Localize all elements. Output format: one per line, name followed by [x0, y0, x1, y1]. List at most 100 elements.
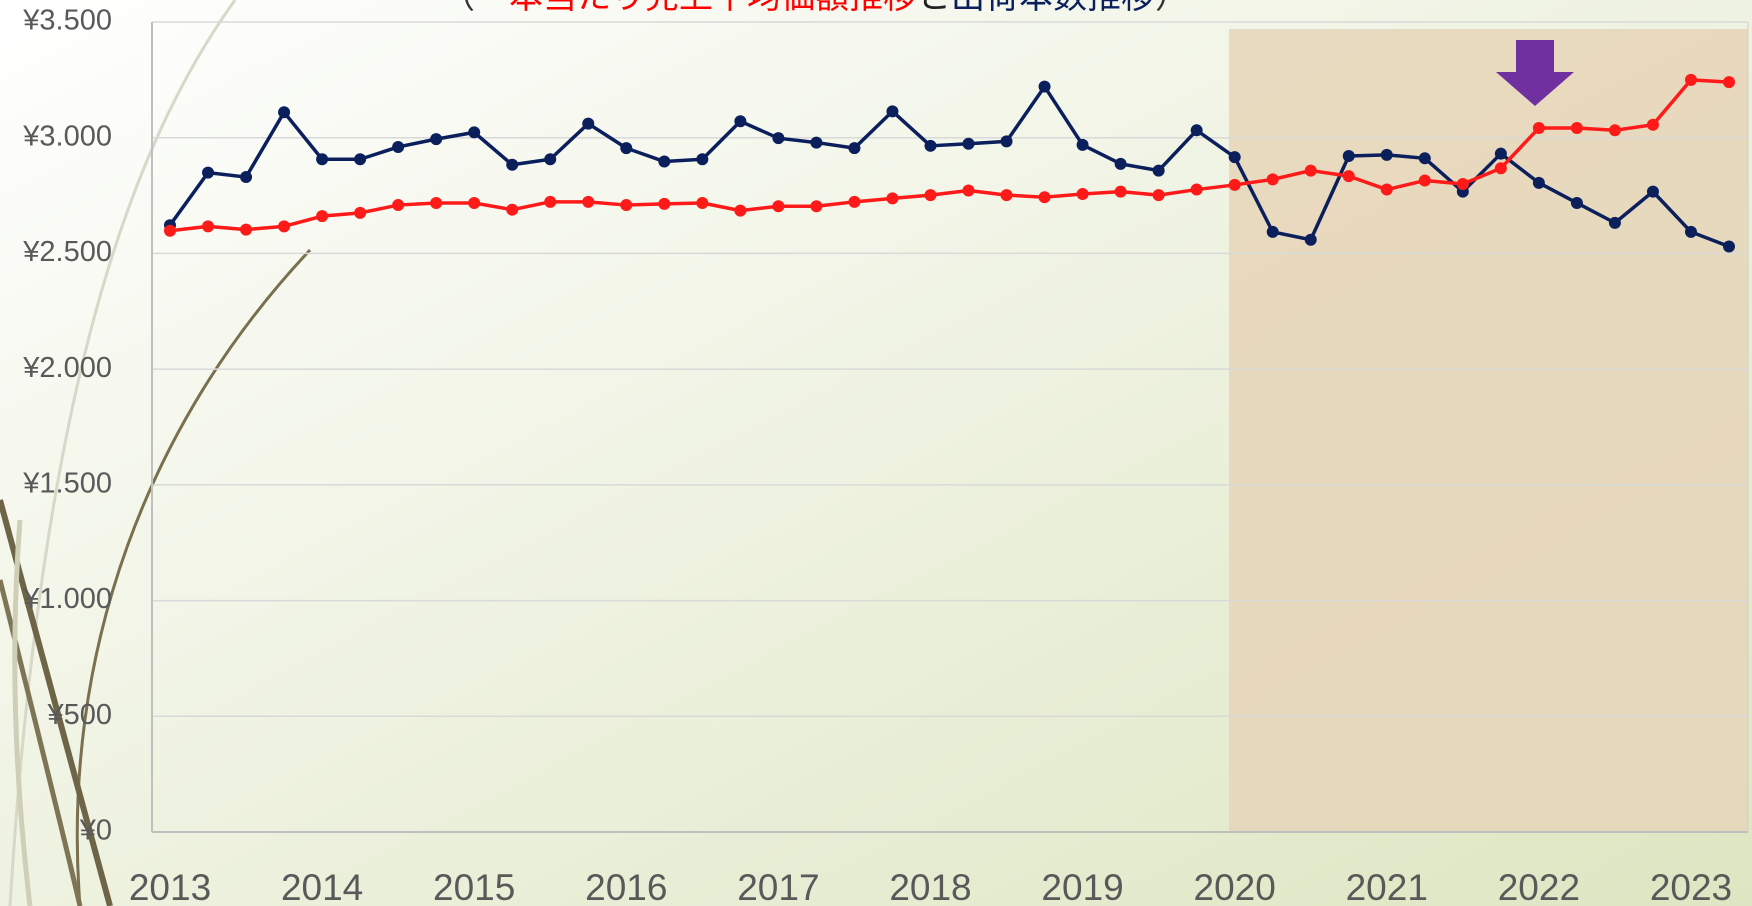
data-point: [1267, 226, 1279, 238]
data-point: [696, 197, 708, 209]
x-tick-label: 2021: [1346, 867, 1428, 906]
data-point: [924, 140, 936, 152]
title-part: と: [917, 0, 951, 16]
data-point: [848, 196, 860, 208]
data-point: [963, 184, 975, 196]
data-point: [772, 132, 784, 144]
data-point: [1381, 184, 1393, 196]
data-point: [886, 105, 898, 117]
data-point: [164, 225, 176, 237]
data-point: [1077, 188, 1089, 200]
data-point: [1039, 191, 1051, 203]
x-tick-label: 2014: [281, 867, 363, 906]
data-point: [1343, 150, 1355, 162]
data-point: [1343, 170, 1355, 182]
title-part: 一本当たり売上平均価額推移: [475, 0, 917, 16]
data-point: [392, 199, 404, 211]
data-point: [1305, 234, 1317, 246]
data-point: [1115, 158, 1127, 170]
data-point: [506, 159, 518, 171]
data-point: [1685, 226, 1697, 238]
data-point: [1001, 189, 1013, 201]
data-point: [1077, 139, 1089, 151]
data-point: [696, 153, 708, 165]
data-point: [658, 156, 670, 168]
x-tick-label: 2018: [889, 867, 971, 906]
y-tick-label: ¥2.500: [22, 236, 112, 268]
data-point: [1571, 197, 1583, 209]
y-tick-label: ¥0: [79, 815, 112, 847]
x-tick-label: 2016: [585, 867, 667, 906]
x-tick-label: 2020: [1194, 867, 1276, 906]
data-point: [468, 197, 480, 209]
data-point: [1723, 240, 1735, 252]
data-point: [734, 115, 746, 127]
data-point: [1457, 178, 1469, 190]
data-point: [1419, 175, 1431, 187]
title-part: （: [441, 0, 475, 16]
data-point: [1419, 152, 1431, 164]
data-point: [354, 153, 366, 165]
chart: （一本当たり売上平均価額推移と出荷本数推移） ¥0¥500¥1.000¥1.50…: [0, 0, 1752, 906]
y-tick-label: ¥3.500: [22, 5, 112, 37]
x-tick-label: 2022: [1498, 867, 1580, 906]
data-point: [1647, 186, 1659, 198]
data-point: [316, 210, 328, 222]
data-point: [582, 118, 594, 130]
data-point: [772, 200, 784, 212]
x-tick-label: 2017: [737, 867, 819, 906]
data-point: [430, 197, 442, 209]
data-point: [734, 205, 746, 217]
data-point: [544, 153, 556, 165]
data-point: [1115, 186, 1127, 198]
y-tick-label: ¥2.000: [22, 352, 112, 384]
y-tick-label: ¥1.500: [22, 468, 112, 500]
data-point: [886, 192, 898, 204]
y-tick-label: ¥3.000: [22, 120, 112, 152]
data-point: [1229, 179, 1241, 191]
highlight-region: [1229, 29, 1748, 832]
x-tick-label: 2013: [129, 867, 211, 906]
data-point: [1001, 135, 1013, 147]
data-point: [810, 200, 822, 212]
data-point: [240, 224, 252, 236]
data-point: [430, 133, 442, 145]
data-point: [1685, 74, 1697, 86]
data-point: [278, 106, 290, 118]
data-point: [202, 220, 214, 232]
data-point: [848, 142, 860, 154]
data-point: [1229, 151, 1241, 163]
data-point: [1267, 173, 1279, 185]
data-point: [544, 196, 556, 208]
data-point: [1609, 217, 1621, 229]
data-point: [658, 198, 670, 210]
data-point: [1533, 177, 1545, 189]
data-point: [1039, 81, 1051, 93]
data-point: [1647, 119, 1659, 131]
data-point: [1191, 184, 1203, 196]
data-point: [316, 153, 328, 165]
data-point: [1723, 76, 1735, 88]
data-point: [240, 171, 252, 183]
y-tick-label: ¥1.000: [22, 583, 112, 615]
page: {"chart_data": {"type": "line", "title_p…: [0, 0, 1752, 906]
data-point: [1153, 189, 1165, 201]
data-point: [506, 204, 518, 216]
data-point: [278, 220, 290, 232]
x-tick-label: 2023: [1650, 867, 1732, 906]
data-point: [1191, 124, 1203, 136]
data-point: [963, 138, 975, 150]
data-point: [810, 137, 822, 149]
chart-title: （一本当たり売上平均価額推移と出荷本数推移）: [441, 0, 1189, 16]
data-point: [1305, 165, 1317, 177]
data-point: [620, 142, 632, 154]
data-point: [1153, 165, 1165, 177]
data-point: [354, 207, 366, 219]
data-point: [1495, 148, 1507, 160]
data-point: [1571, 122, 1583, 134]
data-point: [468, 126, 480, 138]
data-point: [620, 199, 632, 211]
x-tick-label: 2019: [1041, 867, 1123, 906]
data-point: [582, 196, 594, 208]
data-point: [1381, 149, 1393, 161]
